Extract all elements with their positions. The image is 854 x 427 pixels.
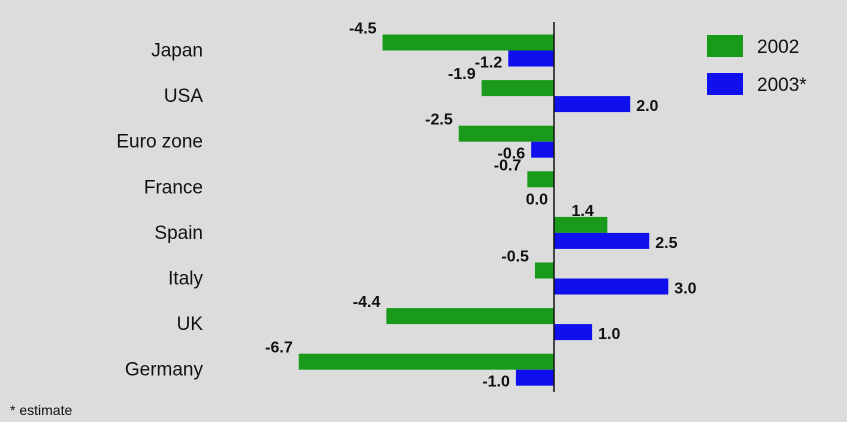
value-label: -1.9 [448,66,476,83]
value-label: 3.0 [674,281,696,298]
value-label: 1.0 [598,326,620,343]
bar-2002-japan [382,34,554,51]
value-label: 0.0 [526,191,548,208]
bar-2003-italy [554,278,669,295]
bar-2002-germany [298,353,554,370]
bar-2002-uk [386,308,554,325]
value-label: -4.4 [353,294,381,311]
value-label: -6.7 [265,340,293,357]
value-label: 1.4 [572,203,594,220]
legend: 2002 2003* [707,35,807,96]
bar-2002-usa [481,80,554,97]
bar-2003-uk [554,324,593,341]
bar-2002-france [527,171,554,188]
bar-2003-euro-zone [531,141,554,158]
bar-2002-euro-zone [458,125,554,142]
bars-layer [298,34,669,386]
bar-2002-spain [554,216,608,233]
category-label: Spain [154,223,203,244]
legend-swatch [707,73,743,95]
value-label: -2.5 [425,112,453,129]
legend-label: 2003* [757,75,807,96]
category-label: Japan [151,41,203,62]
bar-2002-italy [534,262,554,279]
legend-label: 2002 [757,37,799,58]
category-label: Euro zone [116,132,203,153]
category-label: UK [177,314,204,335]
value-label: 2.5 [655,235,677,252]
value-label: -0.6 [498,146,526,163]
category-label: France [144,177,203,198]
category-label: Italy [168,269,203,290]
bar-2003-japan [508,50,554,67]
value-label: -4.5 [349,21,377,38]
value-label: -1.0 [482,374,510,391]
category-label: USA [164,86,203,107]
value-label: 2.0 [636,98,658,115]
bar-2003-germany [515,369,554,386]
bar-2003-spain [554,232,650,249]
value-label: -0.5 [501,249,529,266]
footnote: * estimate [10,402,72,418]
labels-layer: Japan -4.5 -1.2 USA -1.9 2.0 Euro zone -2.5 -0.6… [116,21,696,391]
value-label: -1.2 [475,55,503,72]
value-label: -0.7 [494,157,522,174]
bar-2003-usa [554,96,631,113]
category-label: Germany [125,360,204,381]
legend-swatch [707,35,743,57]
